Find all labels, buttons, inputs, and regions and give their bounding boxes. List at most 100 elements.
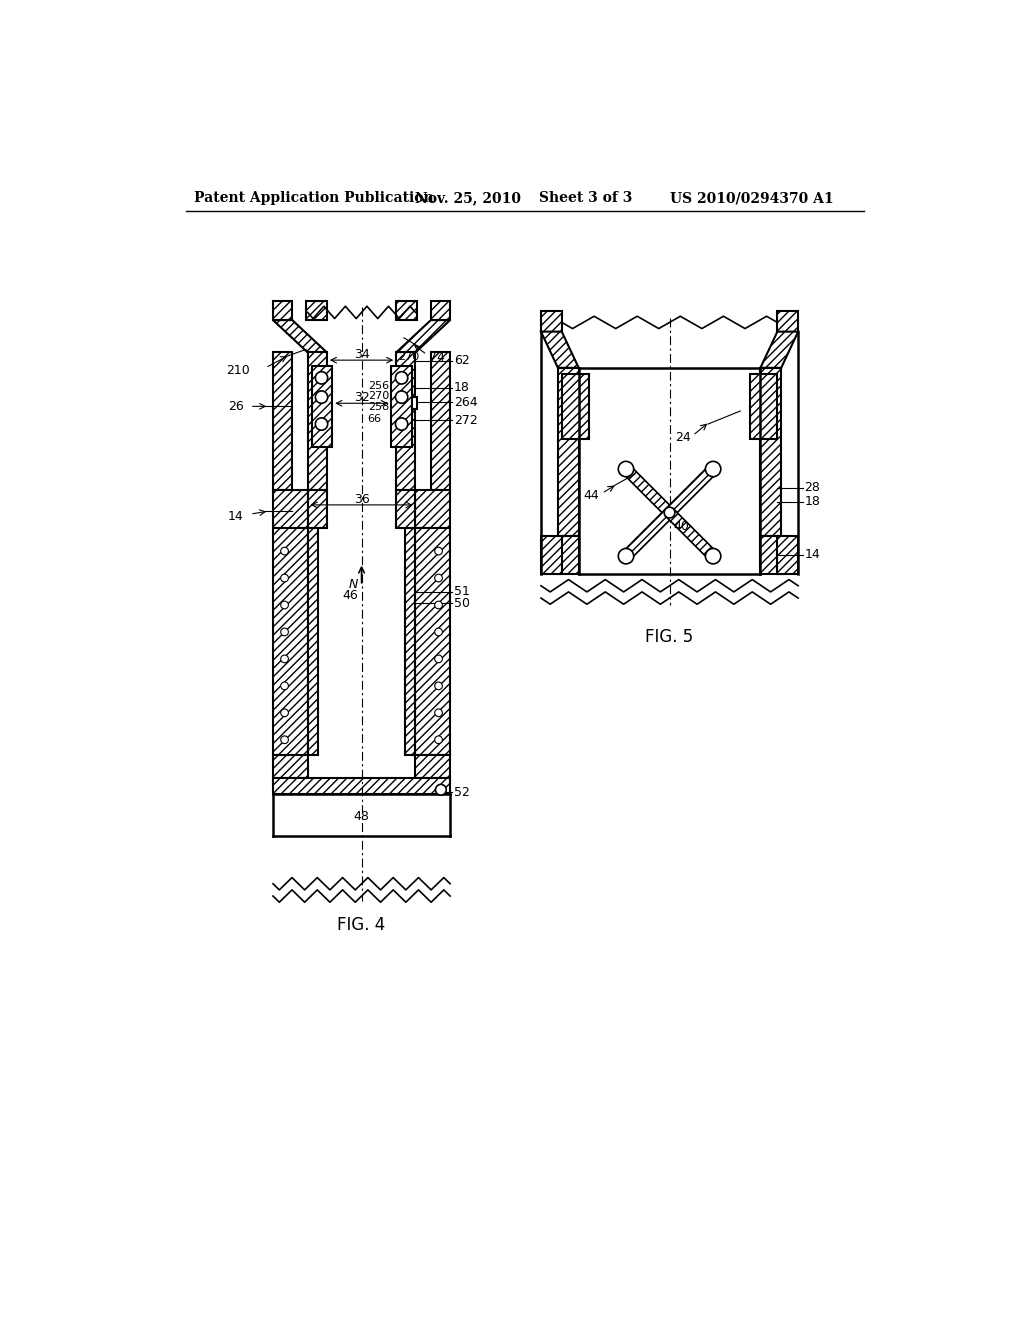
Polygon shape [273,779,451,793]
Circle shape [315,372,328,384]
Polygon shape [311,367,333,447]
Polygon shape [541,312,562,331]
Polygon shape [273,528,307,755]
Polygon shape [412,397,417,409]
Text: 14: 14 [228,510,244,523]
Polygon shape [541,331,579,368]
Text: Sheet 3 of 3: Sheet 3 of 3 [539,191,632,206]
Circle shape [706,462,721,477]
Text: Nov. 25, 2010: Nov. 25, 2010 [416,191,521,206]
Circle shape [281,601,289,609]
Text: 256: 256 [368,380,389,391]
Polygon shape [431,301,451,321]
Polygon shape [416,490,451,528]
Text: 24: 24 [676,432,691,445]
Circle shape [435,628,442,636]
Circle shape [618,548,634,564]
Text: FIG. 5: FIG. 5 [645,628,693,647]
Circle shape [618,462,634,477]
Polygon shape [562,374,589,440]
Text: Patent Application Publication: Patent Application Publication [194,191,433,206]
Text: 74: 74 [429,351,444,363]
Polygon shape [761,536,781,574]
Circle shape [281,574,289,582]
Polygon shape [306,301,327,321]
Circle shape [281,628,289,636]
Text: 264: 264 [454,396,477,409]
Text: 14: 14 [804,548,820,561]
Circle shape [281,682,289,690]
Circle shape [395,391,408,404]
Polygon shape [558,368,579,536]
Circle shape [395,372,408,384]
Text: 62: 62 [454,354,470,367]
Polygon shape [777,312,798,331]
Text: 18: 18 [804,495,820,508]
Polygon shape [307,490,327,528]
Polygon shape [391,367,412,447]
Text: 210: 210 [226,363,250,376]
Text: 26: 26 [228,400,244,413]
Polygon shape [273,301,292,321]
Circle shape [435,548,442,554]
Text: 50: 50 [454,597,470,610]
Text: FIG. 4: FIG. 4 [338,916,386,933]
Circle shape [435,655,442,663]
Circle shape [665,507,675,517]
Polygon shape [558,536,579,574]
Text: 36: 36 [353,492,370,506]
Polygon shape [273,321,327,352]
Text: 270: 270 [368,391,389,400]
Circle shape [395,418,408,430]
Polygon shape [307,528,317,755]
Polygon shape [273,490,307,528]
Polygon shape [431,352,451,490]
Text: 258: 258 [368,403,389,412]
Text: 28: 28 [804,482,820,495]
Text: 272: 272 [454,413,478,426]
Polygon shape [416,528,451,755]
Circle shape [281,548,289,554]
Polygon shape [396,321,451,352]
Circle shape [706,548,721,564]
Polygon shape [273,352,292,490]
Text: 270: 270 [398,352,420,362]
Polygon shape [541,536,562,574]
Text: 44: 44 [583,490,599,502]
Polygon shape [273,755,307,779]
Text: 51: 51 [454,585,470,598]
Circle shape [281,655,289,663]
Polygon shape [416,755,451,779]
Circle shape [315,391,328,404]
Circle shape [435,601,442,609]
Circle shape [281,737,289,743]
Text: 32: 32 [353,391,370,404]
Polygon shape [666,465,717,516]
Text: US 2010/0294370 A1: US 2010/0294370 A1 [670,191,834,206]
Polygon shape [761,368,781,536]
Polygon shape [751,374,777,440]
Polygon shape [623,465,674,516]
Circle shape [315,418,328,430]
Polygon shape [396,352,416,490]
Polygon shape [396,301,417,321]
Circle shape [435,784,446,795]
Polygon shape [761,331,798,368]
Text: 40: 40 [674,520,689,533]
Polygon shape [396,490,416,528]
Polygon shape [666,508,717,560]
Circle shape [435,737,442,743]
Text: 66: 66 [368,413,382,424]
Text: 34: 34 [353,348,370,362]
Text: 52: 52 [454,785,470,799]
Polygon shape [623,508,674,560]
Text: 46: 46 [342,589,357,602]
Text: 18: 18 [454,381,470,395]
Text: 48: 48 [353,810,370,824]
Circle shape [435,574,442,582]
Circle shape [435,682,442,690]
Circle shape [435,709,442,717]
Polygon shape [406,528,416,755]
Polygon shape [307,352,327,490]
Circle shape [281,709,289,717]
